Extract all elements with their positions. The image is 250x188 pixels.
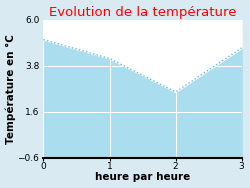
Title: Evolution de la température: Evolution de la température: [49, 6, 236, 19]
Y-axis label: Température en °C: Température en °C: [6, 34, 16, 144]
X-axis label: heure par heure: heure par heure: [95, 172, 190, 182]
